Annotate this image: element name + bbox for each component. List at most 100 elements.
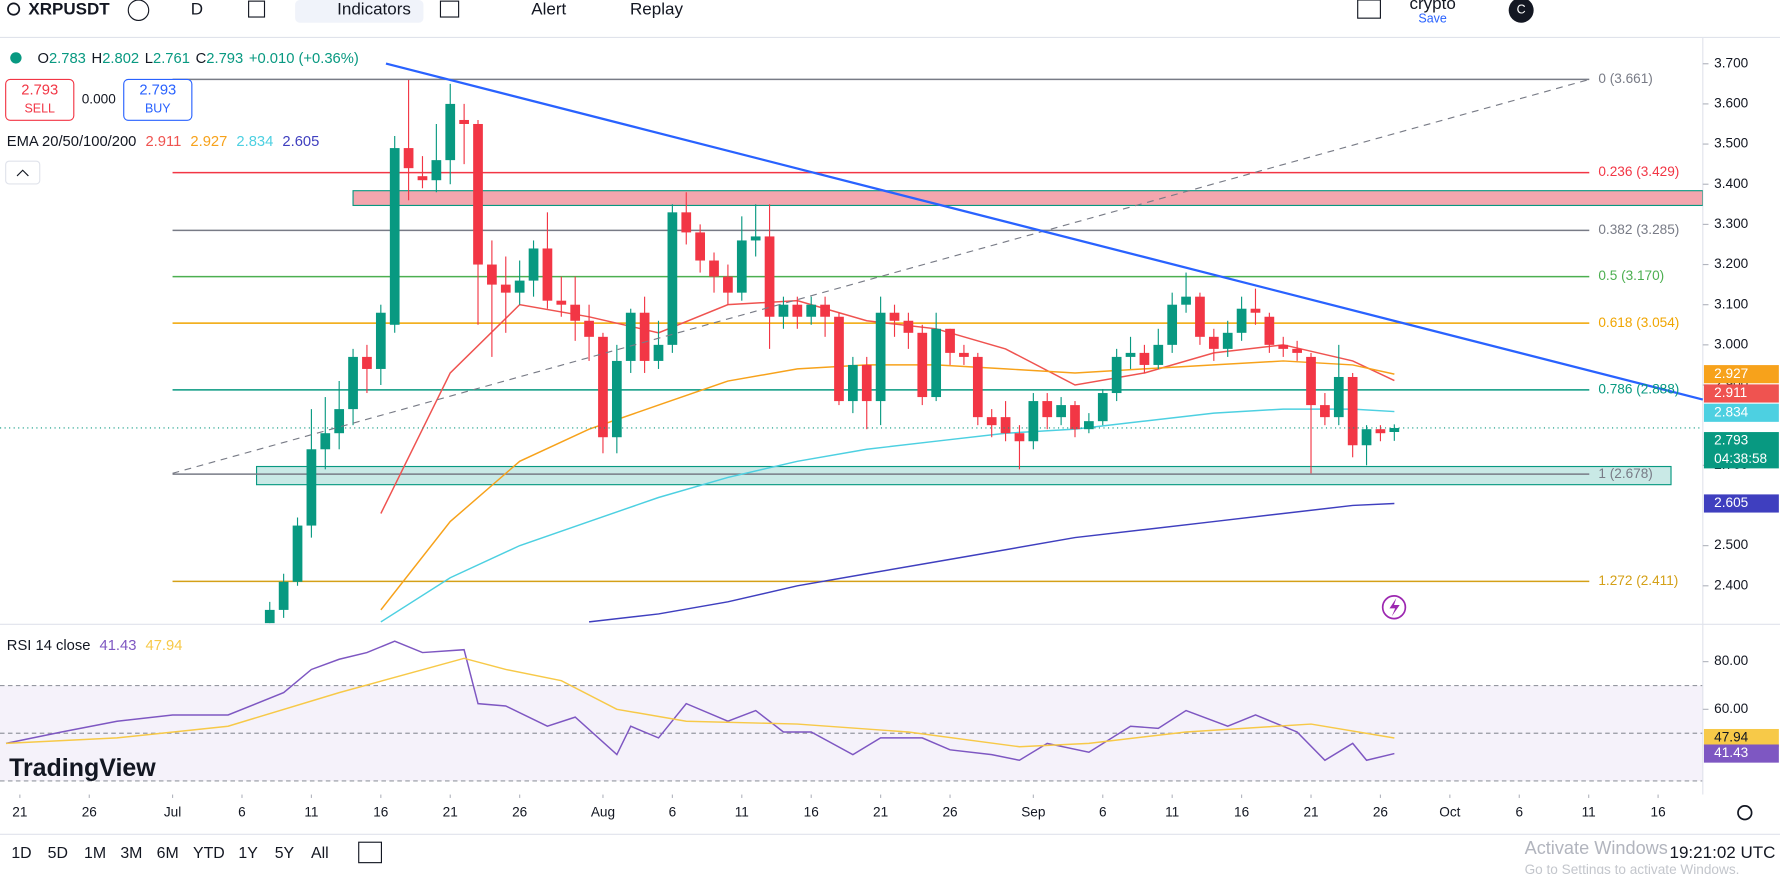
candle-body: [723, 276, 733, 293]
price-label-box: [1703, 384, 1779, 403]
templates[interactable]: [439, 0, 460, 18]
range-button[interactable]: 1D: [11, 845, 31, 862]
candle-body: [959, 352, 969, 357]
range-buttons: 1D 5D 1M 3M 6M YTD 1Y 5Y All: [11, 845, 328, 862]
chart-type[interactable]: [248, 0, 266, 18]
candle-body: [972, 356, 983, 418]
candle-body: [1181, 296, 1191, 305]
rsi-label-box: [1703, 744, 1779, 763]
fib-label: 1.272 (2.411): [1598, 573, 1678, 588]
x-tick-label: 6: [1099, 804, 1107, 819]
candle-body: [598, 336, 608, 438]
legend-item: 2.761: [153, 51, 190, 67]
candle-body: [834, 316, 844, 402]
x-tick-label: 11: [1165, 804, 1179, 819]
candle-body: [1014, 433, 1025, 442]
range-button[interactable]: 3M: [120, 845, 142, 862]
x-tick-label: 11: [304, 804, 318, 819]
fib-trend-line: [172, 78, 1590, 474]
avatar-letter[interactable]: C: [1517, 3, 1526, 17]
layout-icon[interactable]: [1357, 0, 1381, 19]
drawings: 0 (3.661) 0.236 (3.429) 0.382 (3.285) 0.5 (…: [172, 62, 1704, 620]
x-tick-label: 16: [373, 804, 388, 819]
candle-body: [931, 328, 942, 398]
avatar[interactable]: [1508, 0, 1534, 23]
x-tick-label: 16: [1651, 804, 1666, 819]
collapse-arrow: [16, 169, 29, 177]
rsi-y-tick-label: 80.00: [1714, 653, 1748, 668]
candle-body: [986, 417, 997, 426]
price-label: 2.911: [1714, 385, 1747, 400]
candle-body: [1306, 356, 1316, 406]
replay[interactable]: Replay: [630, 0, 683, 19]
range-button[interactable]: 1Y: [238, 845, 258, 862]
range-button[interactable]: YTD: [193, 845, 225, 862]
candle-body: [611, 360, 622, 438]
alert[interactable]: Alert: [531, 0, 566, 19]
interval[interactable]: D: [191, 0, 203, 19]
sell-button[interactable]: [5, 78, 75, 121]
layout-name[interactable]: crypto: [1409, 0, 1455, 13]
candle-body: [459, 119, 469, 124]
price-label-box: [1703, 494, 1779, 513]
x-tick-label: Jul: [164, 804, 181, 819]
price-label-box: [1703, 403, 1779, 422]
x-tick-label: 21: [873, 804, 888, 819]
symbol[interactable]: XRPUSDT: [28, 0, 110, 19]
candle-body: [528, 248, 539, 281]
candle-body: [1264, 316, 1275, 345]
buy-label[interactable]: BUY: [145, 101, 171, 115]
legend-item: C: [196, 51, 207, 67]
clock[interactable]: 19:21:02 UTC: [1670, 843, 1776, 862]
collapse-legend[interactable]: [5, 160, 41, 185]
sell-price[interactable]: 2.793: [21, 83, 58, 99]
y-tick-label: 2.400: [1714, 577, 1748, 592]
candle-body: [736, 240, 747, 293]
event-icon[interactable]: [1381, 595, 1407, 620]
candle-body: [431, 160, 442, 181]
candle-body: [945, 328, 955, 353]
candle-body: [889, 312, 900, 321]
search-icon[interactable]: [7, 2, 21, 16]
candle-body: [1292, 348, 1302, 353]
buy-button[interactable]: [123, 78, 193, 121]
x-tick-label: 21: [443, 804, 458, 819]
add-symbol[interactable]: [127, 0, 150, 21]
indicator-line: [380, 299, 1395, 514]
candle-body: [1139, 352, 1150, 365]
candle-body: [306, 449, 317, 526]
indicators[interactable]: Indicators: [337, 0, 411, 19]
candle-body: [500, 284, 511, 293]
indicator-line: [588, 502, 1395, 623]
candle-body: [292, 525, 303, 582]
sell-label[interactable]: SELL: [24, 101, 55, 115]
x-tick-label: 26: [1373, 804, 1388, 819]
countdown: 04:38:58: [1714, 451, 1767, 466]
date-range-icon[interactable]: [358, 841, 382, 864]
fib-label: 1 (2.678): [1598, 466, 1652, 481]
range-button[interactable]: All: [311, 845, 329, 862]
indicators-button[interactable]: [295, 0, 424, 23]
range-button[interactable]: 1M: [84, 845, 106, 862]
range-button[interactable]: 5Y: [275, 845, 295, 862]
settings-icon[interactable]: [1737, 805, 1753, 821]
x-tick-label: 11: [1582, 804, 1596, 819]
candle-body: [375, 312, 386, 369]
save[interactable]: Save: [1418, 12, 1446, 26]
candle-body: [1056, 405, 1066, 418]
candle-body: [750, 236, 761, 241]
logo[interactable]: TradingView: [9, 754, 156, 782]
ohlc-legend: O2.783 H2.802 L2.761 C2.793 +0.010 (+0.36%): [37, 51, 358, 67]
range-button[interactable]: 6M: [157, 845, 179, 862]
candle-body: [1236, 308, 1247, 333]
x-tick-label: 21: [1303, 804, 1318, 819]
candle-body: [348, 356, 358, 410]
spread: 0.000: [82, 91, 116, 106]
fib-label: 0.236 (3.429): [1598, 164, 1679, 179]
candle-body: [1097, 393, 1108, 422]
candle-body: [1250, 308, 1261, 313]
candle-body: [334, 409, 345, 434]
range-button[interactable]: 5D: [48, 845, 68, 862]
buy-price[interactable]: 2.793: [139, 83, 176, 99]
